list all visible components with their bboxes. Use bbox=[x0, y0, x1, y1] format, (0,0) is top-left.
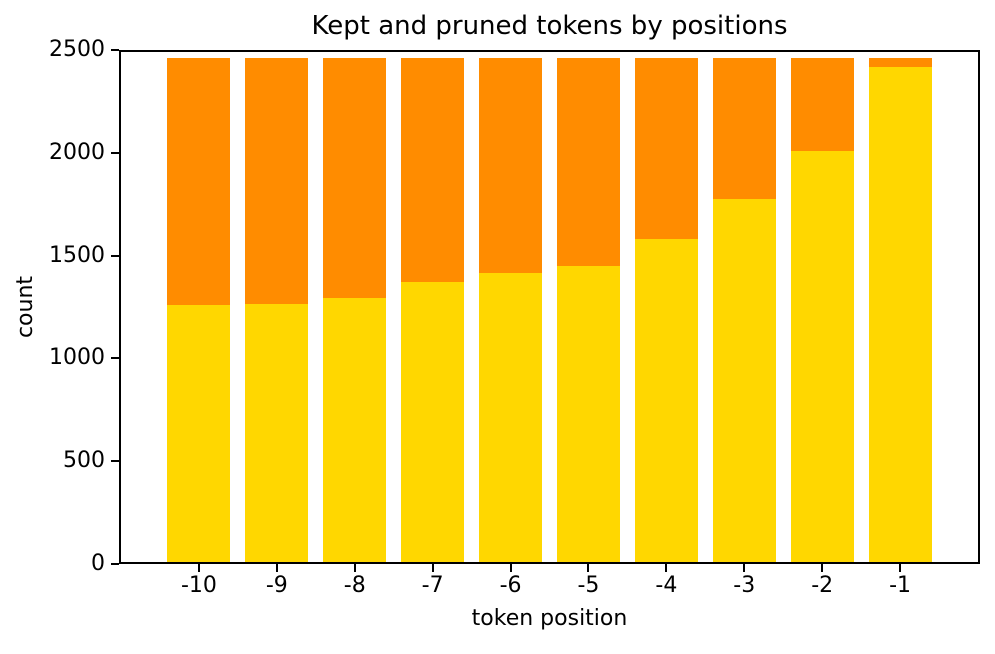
bar-segment-kept bbox=[868, 67, 932, 562]
x-tick-mark bbox=[509, 564, 512, 572]
bar--2 bbox=[790, 58, 854, 562]
bar-segment-pruned bbox=[479, 58, 543, 274]
bar-segment-pruned bbox=[323, 58, 387, 298]
bar-segment-kept bbox=[401, 281, 465, 562]
bar-segment-pruned bbox=[790, 58, 854, 151]
x-tick-mark bbox=[665, 564, 668, 572]
x-tick-mark bbox=[821, 564, 824, 572]
x-tick-label: -2 bbox=[811, 573, 834, 598]
x-tick-mark bbox=[275, 564, 278, 572]
bar--5 bbox=[556, 58, 620, 562]
x-tick-label: -3 bbox=[733, 573, 756, 598]
x-tick-label: -6 bbox=[499, 573, 522, 598]
y-tick-label: 2000 bbox=[49, 139, 105, 165]
x-tick-label: -1 bbox=[889, 573, 912, 598]
x-tick-mark bbox=[353, 564, 356, 572]
y-axis-label: count bbox=[13, 275, 38, 339]
x-tick-mark bbox=[899, 564, 902, 572]
x-tick-label: -8 bbox=[343, 573, 366, 598]
y-tick-label: 2500 bbox=[49, 37, 105, 62]
bar-segment-pruned bbox=[167, 58, 231, 305]
bar-segment-kept bbox=[556, 266, 620, 562]
bar-segment-pruned bbox=[634, 58, 698, 239]
bars-layer bbox=[121, 52, 978, 562]
bar--4 bbox=[634, 58, 698, 562]
bar--9 bbox=[245, 58, 309, 562]
bar--6 bbox=[479, 58, 543, 562]
y-tick-label: 1000 bbox=[49, 345, 105, 371]
y-tick-label: 1500 bbox=[49, 242, 105, 268]
bar-segment-kept bbox=[167, 304, 231, 562]
y-tick-mark bbox=[111, 49, 119, 51]
bar-segment-kept bbox=[712, 198, 776, 562]
chart-title: Kept and pruned tokens by positions bbox=[311, 11, 788, 41]
x-axis-label: token position bbox=[471, 606, 628, 631]
bar--1 bbox=[868, 58, 932, 562]
bar--10 bbox=[167, 58, 231, 562]
bar-segment-pruned bbox=[868, 58, 932, 68]
x-tick-label: -5 bbox=[577, 573, 600, 598]
bar-segment-kept bbox=[323, 297, 387, 562]
y-tick-mark bbox=[111, 460, 119, 463]
y-tick-label: 500 bbox=[63, 448, 105, 474]
x-tick-mark bbox=[743, 564, 746, 572]
x-tick-label: -4 bbox=[655, 573, 678, 598]
bar--7 bbox=[401, 58, 465, 562]
y-tick-mark bbox=[111, 151, 119, 154]
y-tick-mark bbox=[111, 563, 119, 565]
bar-segment-pruned bbox=[401, 58, 465, 282]
y-tick-mark bbox=[111, 357, 119, 360]
x-tick-mark bbox=[587, 564, 590, 572]
bar-segment-kept bbox=[479, 273, 543, 562]
x-tick-mark bbox=[431, 564, 434, 572]
x-tick-label: -9 bbox=[265, 573, 288, 598]
bar-segment-pruned bbox=[556, 58, 620, 267]
y-tick-label: 0 bbox=[91, 551, 105, 576]
bar-segment-kept bbox=[245, 303, 309, 562]
bar-segment-pruned bbox=[245, 58, 309, 304]
x-tick-label: -10 bbox=[180, 573, 217, 598]
bar-segment-kept bbox=[790, 150, 854, 562]
y-tick-mark bbox=[111, 254, 119, 257]
plot-area bbox=[119, 50, 980, 564]
bar--3 bbox=[712, 58, 776, 562]
bar--8 bbox=[323, 58, 387, 562]
bar-segment-kept bbox=[634, 238, 698, 562]
bar-segment-pruned bbox=[712, 58, 776, 199]
x-tick-mark bbox=[197, 564, 200, 572]
x-tick-label: -7 bbox=[421, 573, 444, 598]
